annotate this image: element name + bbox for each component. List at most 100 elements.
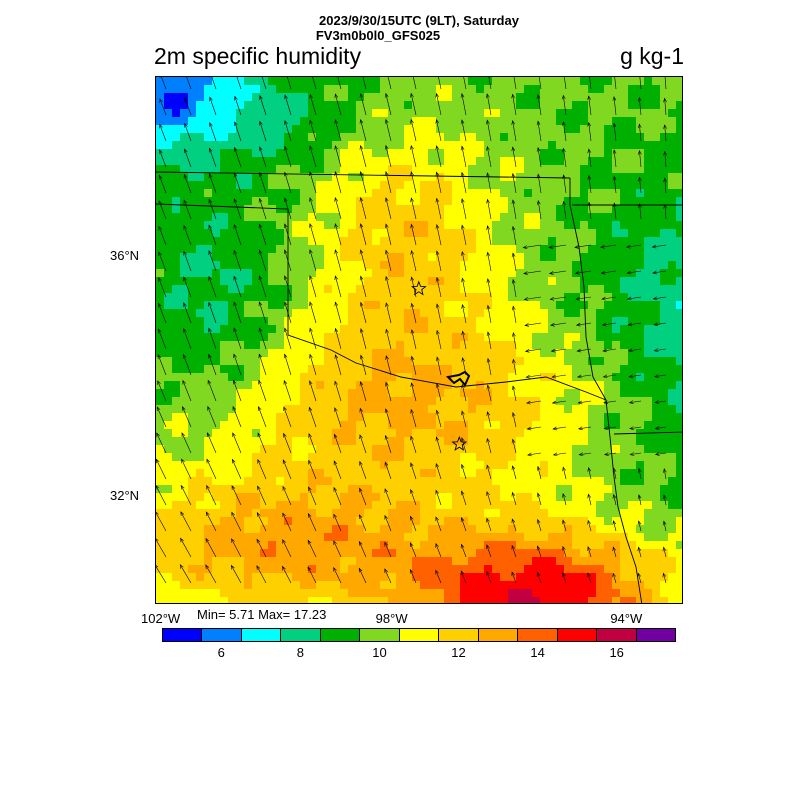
humidity-cell xyxy=(668,149,677,158)
humidity-cell xyxy=(260,509,269,518)
humidity-cell xyxy=(628,205,637,214)
humidity-cell xyxy=(372,469,381,478)
humidity-cell xyxy=(460,109,469,118)
humidity-cell xyxy=(260,461,269,470)
humidity-cell xyxy=(548,117,557,126)
humidity-cell xyxy=(220,245,229,254)
humidity-cell xyxy=(532,285,541,294)
humidity-cell xyxy=(596,197,605,206)
humidity-cell xyxy=(548,181,557,190)
humidity-cell xyxy=(612,197,621,206)
humidity-cell xyxy=(220,253,229,262)
humidity-cell xyxy=(420,517,429,526)
humidity-cell xyxy=(620,413,629,422)
humidity-cell xyxy=(316,293,325,302)
humidity-cell xyxy=(468,277,477,286)
humidity-cell xyxy=(260,317,269,326)
humidity-cell xyxy=(556,229,565,238)
humidity-cell xyxy=(228,325,237,334)
humidity-cell xyxy=(468,389,477,398)
humidity-cell xyxy=(292,269,301,278)
wind-vector-arrow xyxy=(663,150,667,168)
humidity-cell xyxy=(460,253,469,262)
humidity-cell xyxy=(388,237,397,246)
humidity-cell xyxy=(532,549,541,558)
wind-vector-arrow xyxy=(158,200,167,220)
humidity-cell xyxy=(268,349,277,358)
humidity-cell xyxy=(628,461,637,470)
humidity-cell xyxy=(572,197,581,206)
humidity-cell xyxy=(556,421,565,430)
humidity-cell xyxy=(396,245,405,254)
humidity-cell xyxy=(468,469,477,478)
humidity-cell xyxy=(444,261,453,270)
humidity-cell xyxy=(580,133,589,142)
humidity-cell xyxy=(564,525,573,534)
humidity-cell xyxy=(500,341,509,350)
wind-vector-arrow xyxy=(600,270,617,275)
humidity-cell xyxy=(564,541,573,550)
humidity-cell xyxy=(628,181,637,190)
humidity-cell xyxy=(268,277,277,286)
humidity-cell xyxy=(228,573,237,582)
humidity-cell xyxy=(580,373,589,382)
humidity-cell xyxy=(204,101,213,110)
humidity-cell xyxy=(220,173,229,182)
humidity-cell xyxy=(180,413,189,422)
humidity-cell xyxy=(404,445,413,454)
humidity-cell xyxy=(620,493,629,502)
humidity-cell xyxy=(380,205,389,214)
humidity-cell xyxy=(164,221,173,230)
humidity-cell xyxy=(180,493,189,502)
humidity-cell xyxy=(604,173,613,182)
humidity-cell xyxy=(516,461,525,470)
humidity-cell xyxy=(396,517,405,526)
humidity-cell xyxy=(572,245,581,254)
humidity-cell xyxy=(476,269,485,278)
wind-vector-arrow xyxy=(438,77,442,90)
humidity-cell xyxy=(356,453,365,462)
humidity-cell xyxy=(564,341,573,350)
wind-vector-arrow xyxy=(486,570,492,584)
humidity-cell xyxy=(580,429,589,438)
humidity-cell xyxy=(172,509,181,518)
humidity-cell xyxy=(668,205,677,214)
humidity-cell xyxy=(580,509,589,518)
humidity-cell xyxy=(460,373,469,382)
humidity-cell xyxy=(668,397,677,406)
state-border-line xyxy=(613,431,682,435)
humidity-cell xyxy=(372,413,381,422)
humidity-cell xyxy=(540,453,549,462)
humidity-cell xyxy=(156,197,165,206)
humidity-cell xyxy=(332,373,341,382)
wind-vector-arrow xyxy=(236,77,242,90)
humidity-cell xyxy=(460,245,469,254)
humidity-cell xyxy=(276,141,285,150)
humidity-cell xyxy=(228,269,237,278)
humidity-cell xyxy=(500,221,509,230)
humidity-cell xyxy=(396,413,405,422)
humidity-cell xyxy=(396,125,405,134)
humidity-cell xyxy=(276,133,285,142)
humidity-cell xyxy=(492,509,501,518)
humidity-cell xyxy=(236,429,245,438)
humidity-cell xyxy=(660,333,669,342)
humidity-cell xyxy=(580,597,589,603)
humidity-cell xyxy=(516,325,525,334)
humidity-cell xyxy=(516,165,525,174)
humidity-cell xyxy=(516,261,525,270)
humidity-cell xyxy=(572,309,581,318)
humidity-cell xyxy=(588,589,597,598)
humidity-cell xyxy=(404,213,413,222)
humidity-cell xyxy=(380,133,389,142)
humidity-cell xyxy=(236,549,245,558)
humidity-cell xyxy=(548,517,557,526)
humidity-cell xyxy=(340,421,349,430)
humidity-cell xyxy=(468,413,477,422)
humidity-cell xyxy=(548,341,557,350)
humidity-cell xyxy=(236,301,245,310)
wind-vector-arrow xyxy=(577,374,592,379)
humidity-cell xyxy=(212,453,221,462)
humidity-cell xyxy=(452,213,461,222)
humidity-cell xyxy=(532,237,541,246)
